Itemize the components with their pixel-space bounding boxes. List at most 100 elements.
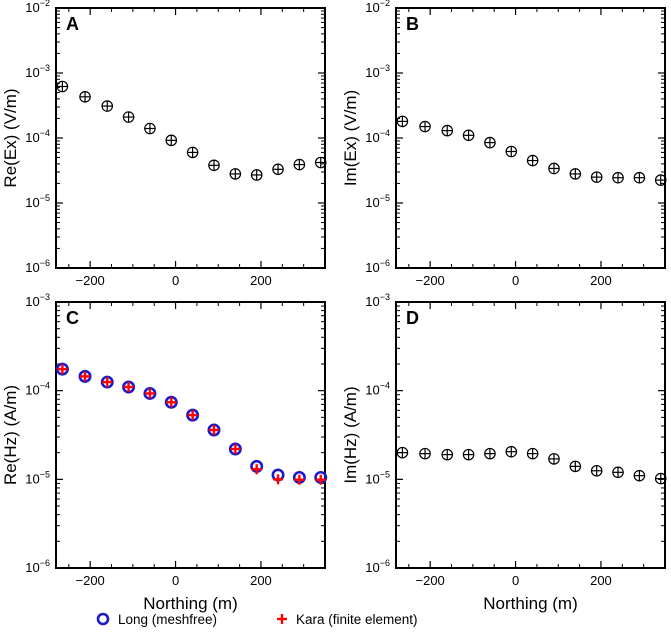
kara-point [57,81,68,92]
kara-point [527,448,538,459]
kara-point [166,397,177,408]
long-point [143,386,157,400]
y-tick-label: 10−6 [25,558,50,575]
kara-point [315,474,326,485]
panel-c: C −200 0 200 10−6 10−5 10−4 10−3 Re(Hz) (A/m) Nor… [1,292,328,613]
kara-point [655,174,666,186]
plot-frame [395,7,666,269]
y-tick-label: 10−5 [25,193,50,210]
kara-point [442,125,453,136]
x-tick-label: 200 [250,273,272,288]
kara-point [166,135,177,146]
legend-label-long: Long (meshfree) [118,612,217,627]
kara-point [123,111,134,123]
y-tick-label: 10−2 [25,0,50,15]
legend-circle-marker [96,612,110,626]
plot-frame [395,301,666,569]
y-tick-label: 10−3 [365,292,390,309]
kara-point [484,448,496,459]
plot-frame [55,301,326,569]
y-tick-label: 10−4 [25,381,50,398]
x-tick-label: 0 [172,573,179,588]
kara-point [548,163,560,174]
kara-point [397,116,408,127]
y-tick-label: 10−5 [25,469,50,486]
y-axis-label: Re(Hz) (A/m) [1,385,20,485]
y-axis-label: Im(Hz) (A/m) [341,386,360,483]
kara-point [187,410,198,421]
kara-point [294,159,305,170]
legend-label-kara: Kara (finite element) [296,612,418,627]
kara-point [208,160,220,171]
legend: Long (meshfree) Kara (finite element) [96,612,418,627]
kara-point [506,446,517,457]
kara-point [102,100,113,112]
panel-label: B [406,14,419,34]
long-point [55,362,69,376]
y-tick-label: 10−5 [365,469,390,486]
kara-point [79,91,91,103]
y-tick-label: 10−5 [365,193,390,210]
kara-point [230,443,241,454]
kara-point [463,449,474,460]
x-tick-label: 0 [512,273,519,288]
long-point [228,442,242,456]
y-tick-label: 10−4 [365,381,390,398]
kara-point [484,137,496,148]
y-tick-label: 10−3 [25,63,50,80]
kara-point [144,123,156,134]
x-tick-label: 0 [512,573,519,588]
y-axis-label: Im(Ex) (V/m) [341,90,360,186]
y-axis-label: Re(Ex) (V/m) [1,88,20,187]
kara-point [57,364,68,375]
kara-point [591,171,602,183]
kara-point [397,447,408,458]
kara-point [634,470,645,481]
kara-point [102,377,113,388]
kara-point [187,147,198,158]
y-tick-label: 10−6 [25,258,50,275]
x-axis-label: Northing (m) [143,594,237,613]
y-tick-label: 10−4 [365,128,390,145]
panel-b: B −200 0 200 10−6 10−5 10−4 10−3 10−2 Im(Ex) (V/m… [341,0,667,288]
kara-point [80,371,91,382]
panels: A −200 0 200 10−6 10−5 10−4 10−3 10−2 Re(Ex) (V/m… [1,0,667,613]
kara-point [251,464,262,475]
kara-point [570,168,581,180]
kara-point [273,474,284,485]
y-tick-label: 10−4 [25,128,50,145]
x-tick-label: 0 [172,273,179,288]
x-tick-label: −200 [416,573,445,588]
y-tick-label: 10−6 [365,258,390,275]
kara-point [527,155,538,166]
y-tick-label: 10−6 [365,558,390,575]
x-tick-label: −200 [76,573,105,588]
long-point [186,408,200,422]
kara-point [591,465,602,476]
panel-label: A [66,14,79,34]
panel-a: A −200 0 200 10−6 10−5 10−4 10−3 10−2 Re(Ex) (V/m… [1,0,327,288]
y-tick-label: 10−3 [365,63,390,80]
y-tick-label: 10−3 [25,292,50,309]
long-point [164,395,178,409]
long-point [100,375,114,389]
x-tick-label: 200 [590,273,612,288]
kara-point [272,164,284,175]
kara-point [506,146,517,157]
kara-point [634,172,645,183]
legend-entry-kara: Kara (finite element) [277,612,418,627]
kara-point [419,448,431,459]
kara-point [612,172,624,183]
kara-point [294,474,305,485]
panel-d: D −200 0 200 10−6 10−5 10−4 10−3 Im(Hz) (A/m) Nor… [341,292,667,613]
kara-point [463,130,474,141]
kara-point [419,121,431,132]
kara-point [251,169,262,181]
kara-point [208,425,219,436]
plot-frame [55,7,326,269]
long-point [122,380,136,394]
x-tick-label: −200 [416,273,445,288]
panel-label: D [406,308,419,328]
x-tick-label: 200 [590,573,612,588]
